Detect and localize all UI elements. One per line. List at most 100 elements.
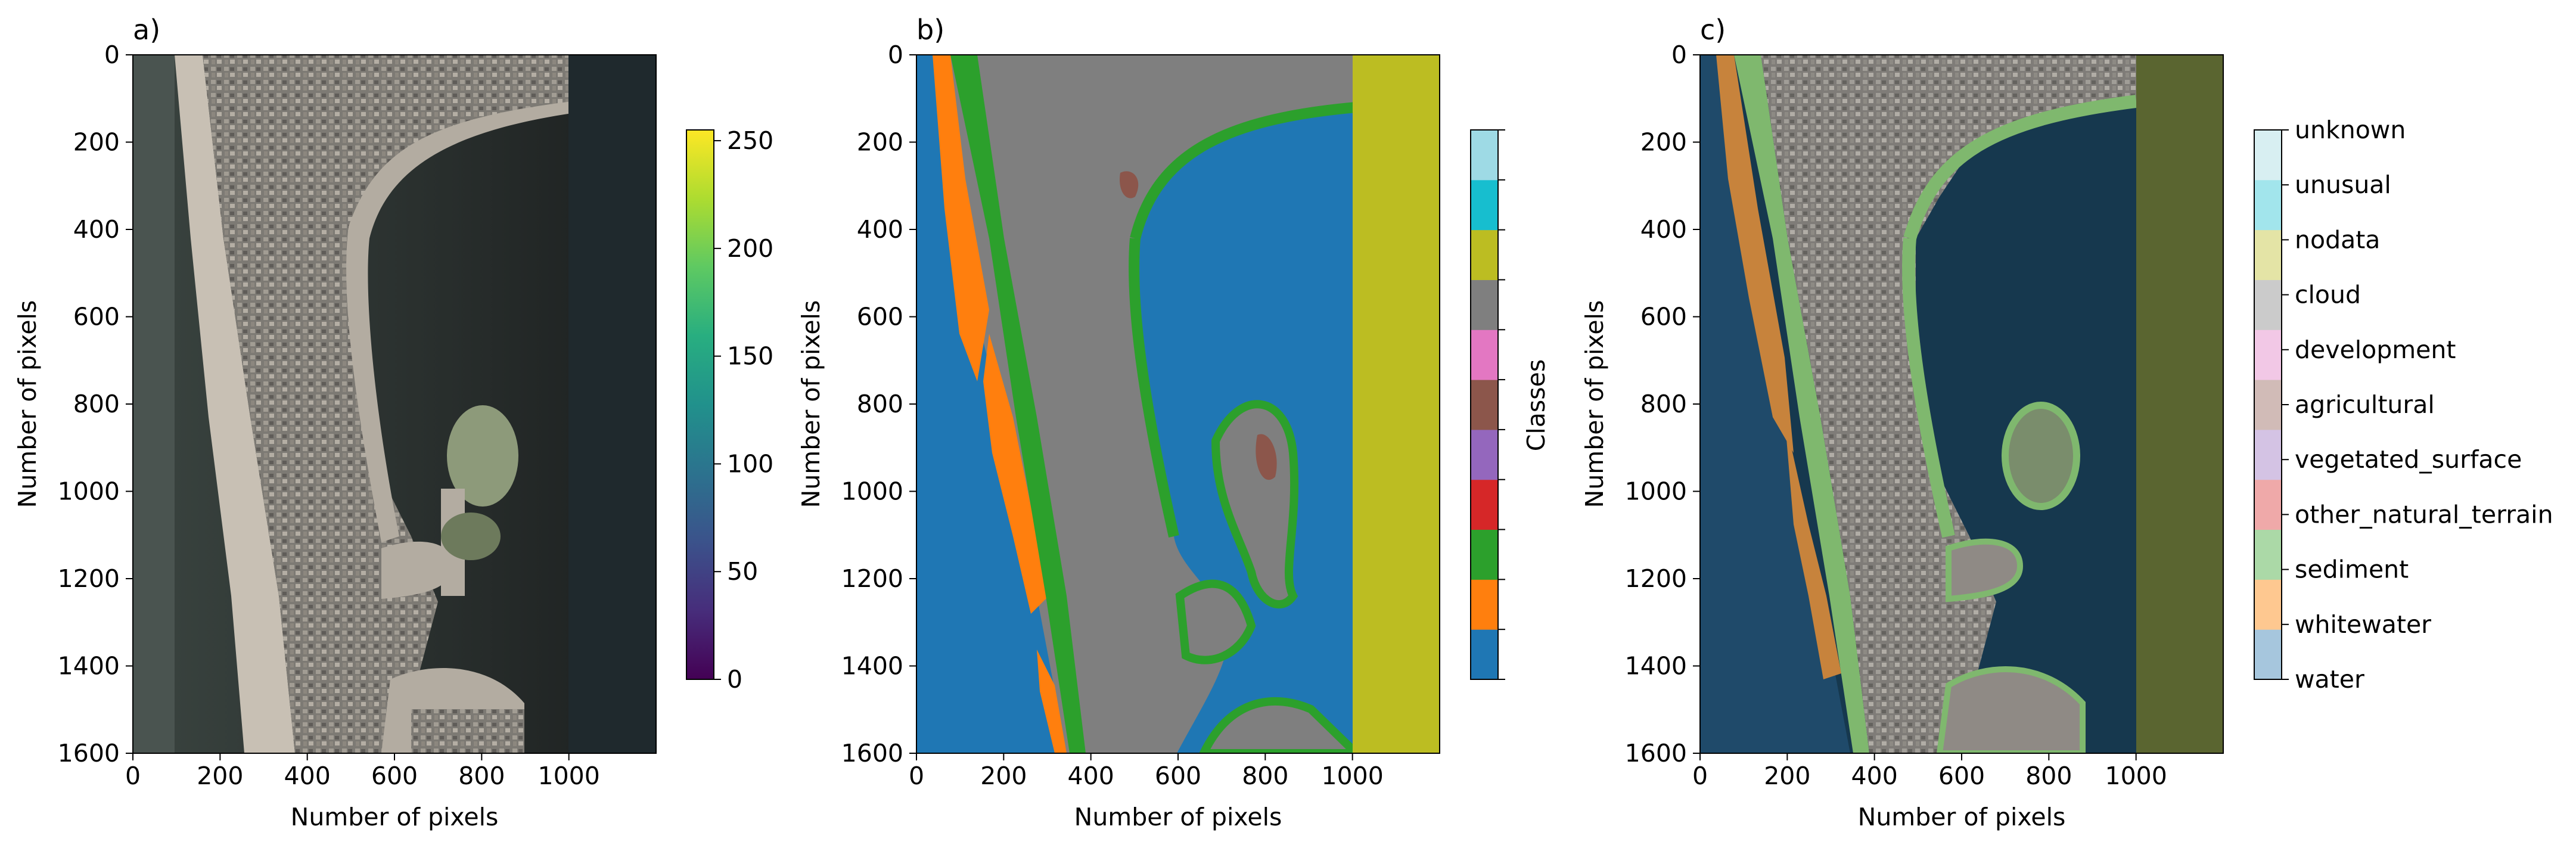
x-tick-label: 800	[458, 762, 505, 790]
colorbar-b-swatch	[1471, 429, 1498, 480]
colorbar-c-swatch	[2254, 380, 2282, 430]
colorbar-b-swatch	[1471, 179, 1498, 231]
colorbar-a-ticks: 0 50 100 150 200 250	[714, 126, 773, 694]
y-tick-label: 1200	[1625, 564, 1687, 593]
class-label: sediment	[2295, 555, 2409, 584]
y-tick-label: 1000	[1625, 477, 1687, 506]
x-tick-label: 0	[909, 762, 924, 790]
colorbar-c-swatch	[2254, 579, 2282, 630]
colorbar-a-tick-label: 50	[727, 557, 758, 586]
class-label: development	[2295, 336, 2456, 364]
colorbar-c-swatch	[2254, 229, 2282, 280]
y-tick-label: 0	[1671, 41, 1687, 69]
colorbar-c-swatch	[2254, 330, 2282, 380]
colorbar-b-swatch	[1471, 130, 1498, 181]
colorbar-b-swatch	[1471, 579, 1498, 630]
colorbar-a-tick-label: 0	[727, 665, 742, 694]
x-tick-label: 1000	[2105, 762, 2167, 790]
colorbar-b-swatch	[1471, 330, 1498, 380]
colorbar-b-swatch	[1471, 229, 1498, 280]
y-tick-label: 1200	[58, 564, 120, 593]
panel-b-title: b)	[916, 14, 944, 46]
colorbar-a-tick-label: 100	[727, 449, 773, 478]
y-tick-label: 600	[73, 303, 120, 331]
panel-a-title: a)	[133, 14, 160, 46]
x-tick-label: 600	[371, 762, 418, 790]
panel-b-classmap	[916, 55, 1440, 753]
colorbar-b-swatch	[1471, 629, 1498, 680]
colorbar-a-gradient	[686, 129, 714, 680]
x-tick-label: 800	[1242, 762, 1288, 790]
panel-c-title: c)	[1700, 14, 1726, 46]
class-label: cloud	[2295, 281, 2361, 309]
y-tick-label: 600	[857, 303, 903, 331]
x-tick-label: 600	[1938, 762, 1985, 790]
class-label: water	[2295, 665, 2364, 694]
panel-b-xlabel: Number of pixels	[1074, 803, 1282, 831]
x-tick-label: 400	[1851, 762, 1898, 790]
panel-b-axes: 0 200 400 600 800 1000 0 200 400 600 800 1000 1200 14…	[841, 41, 1384, 790]
y-tick-label: 1200	[841, 564, 903, 593]
colorbar-c-swatch	[2254, 429, 2282, 480]
class-label: other_natural_terrain	[2295, 500, 2553, 529]
class-label: vegetated_surface	[2295, 445, 2522, 474]
y-tick-label: 0	[888, 41, 903, 69]
y-tick-label: 200	[1640, 128, 1687, 157]
panel-c-axes: 0 200 400 600 800 1000 0 200 400 600 800 1000 1200 14…	[1625, 41, 2167, 790]
colorbar-c-swatch	[2254, 629, 2282, 680]
x-tick-label: 1000	[537, 762, 599, 790]
x-tick-label: 0	[125, 762, 141, 790]
panel-b-ylabel: Number of pixels	[797, 300, 825, 508]
y-tick-label: 1400	[841, 652, 903, 681]
y-tick-label: 1400	[58, 652, 120, 681]
y-tick-label: 1600	[841, 739, 903, 768]
panel-c-ylabel: Number of pixels	[1580, 300, 1609, 508]
colorbar-c-swatch	[2254, 529, 2282, 580]
colorbar-b-swatch	[1471, 529, 1498, 580]
y-tick-label: 1600	[1625, 739, 1687, 768]
class-label: nodata	[2295, 225, 2380, 254]
x-tick-label: 200	[980, 762, 1027, 790]
x-tick-label: 800	[2025, 762, 2072, 790]
class-label: unknown	[2295, 116, 2406, 144]
x-tick-label: 600	[1155, 762, 1201, 790]
colorbar-b-frame	[1470, 129, 1499, 680]
panel-a-ylabel: Number of pixels	[13, 300, 42, 508]
colorbar-c-swatch	[2254, 279, 2282, 330]
y-tick-label: 800	[73, 390, 120, 418]
colorbar-a-tick-label: 150	[727, 342, 773, 371]
y-tick-label: 400	[73, 215, 120, 244]
y-tick-label: 200	[857, 128, 903, 157]
panel-a-image	[133, 55, 656, 753]
class-label: whitewater	[2295, 610, 2431, 639]
colorbar-b-label: Classes	[1522, 359, 1550, 451]
colorbar-c-frame	[2254, 129, 2282, 680]
colorbar-a-tick-label: 250	[727, 126, 773, 155]
y-tick-label: 1400	[1625, 652, 1687, 681]
colorbar-b-swatch	[1471, 279, 1498, 330]
x-tick-label: 200	[197, 762, 243, 790]
panel-c-xlabel: Number of pixels	[1858, 803, 2066, 831]
y-tick-label: 1000	[58, 477, 120, 506]
panel-c-overlay	[1700, 55, 2223, 753]
x-tick-label: 0	[1692, 762, 1708, 790]
panel-a-axes: 0 200 400 600 800 1000 0 200 400 600 800 1000 1200 14…	[58, 41, 600, 790]
colorbar-c-swatch	[2254, 179, 2282, 231]
y-tick-label: 1600	[58, 739, 120, 768]
x-tick-label: 400	[1068, 762, 1114, 790]
y-tick-label: 400	[857, 215, 903, 244]
colorbar-a-tick-label: 200	[727, 234, 773, 263]
y-tick-label: 200	[73, 128, 120, 157]
colorbar-b-swatch	[1471, 479, 1498, 530]
colorbar-b	[1470, 129, 1505, 680]
colorbar-c-swatch	[2254, 130, 2282, 181]
y-tick-label: 400	[1640, 215, 1687, 244]
x-tick-label: 1000	[1321, 762, 1383, 790]
colorbar-c-swatch	[2254, 479, 2282, 530]
class-label: agricultural	[2295, 390, 2435, 419]
y-tick-label: 600	[1640, 303, 1687, 331]
y-tick-label: 0	[104, 41, 120, 69]
x-tick-label: 200	[1764, 762, 1810, 790]
x-tick-label: 400	[284, 762, 331, 790]
